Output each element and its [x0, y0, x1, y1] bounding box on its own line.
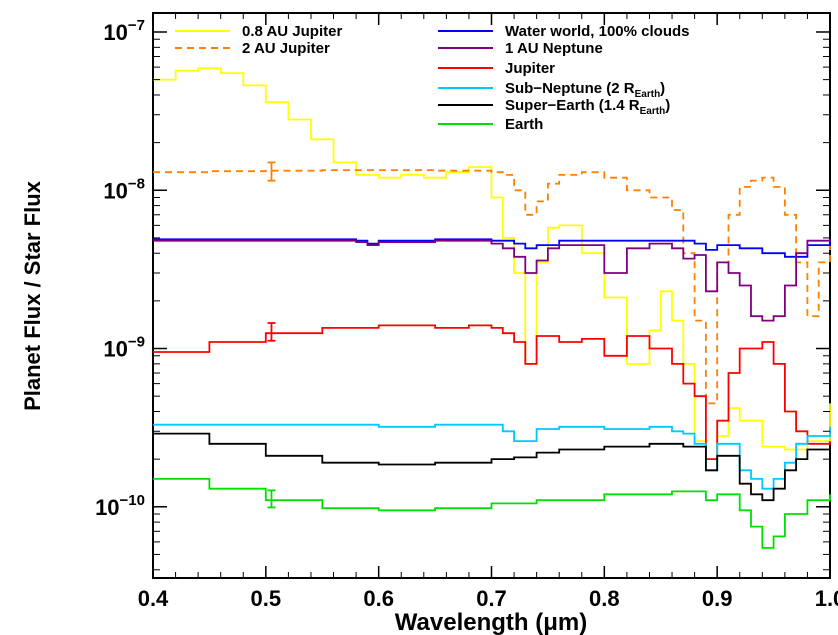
y-tick-label: 10−9 [103, 334, 145, 362]
x-tick-label: 0.5 [251, 586, 282, 611]
legend-entry: 1 AU Neptune [438, 40, 603, 57]
series-layer [153, 67, 831, 549]
legend-entry: 2 AU Jupiter [175, 40, 330, 57]
series-line-7 [153, 478, 831, 549]
y-tick-label: 10−10 [95, 492, 145, 520]
series-line-6 [153, 432, 831, 502]
errorbar-layer [267, 161, 276, 509]
legend-entry: Water world, 100% clouds [438, 23, 690, 40]
x-axis-label: Wavelength (μm) [395, 609, 587, 635]
legend-entry: 0.8 AU Jupiter [175, 23, 342, 40]
y-tick-label: 10−7 [103, 17, 145, 45]
legend-label: Super−Earth (1.4 REarth) [505, 97, 670, 117]
series-line-4 [153, 324, 831, 460]
legend-label: 2 AU Jupiter [242, 40, 330, 57]
legend-label: 1 AU Neptune [505, 40, 603, 57]
legend-entry: Sub−Neptune (2 REarth) [438, 80, 665, 100]
legend-label: Sub−Neptune (2 REarth) [505, 80, 665, 100]
series-line-1 [153, 169, 831, 405]
y-ticks: 10−7 10−8 10−9 10−10 [95, 17, 830, 571]
legend-entry: Earth [438, 116, 543, 133]
legend-label: 0.8 AU Jupiter [242, 23, 342, 40]
x-tick-label: 0.4 [138, 586, 169, 611]
series-line-3 [153, 239, 831, 322]
x-tick-label: 0.8 [589, 586, 620, 611]
legend-entry: Super−Earth (1.4 REarth) [438, 97, 670, 117]
x-tick-label: 0.7 [476, 586, 507, 611]
x-tick-label: 0.9 [702, 586, 733, 611]
error-bar-2 [267, 489, 276, 509]
x-ticks: 0.4 0.5 0.6 0.7 0.8 0.9 1.0 [138, 13, 838, 611]
legend-label: Earth [505, 116, 543, 133]
x-tick-label: 1.0 [815, 586, 838, 611]
plot-frame [152, 12, 831, 579]
y-tick-label: 10−8 [103, 175, 145, 203]
x-tick-label: 0.6 [363, 586, 394, 611]
legend-label: Water world, 100% clouds [505, 23, 690, 40]
error-bar-1 [267, 322, 276, 342]
legend-label: Jupiter [505, 60, 555, 77]
error-bar-0 [267, 161, 276, 182]
legend-entry: Jupiter [438, 60, 555, 77]
series-line-5 [153, 423, 831, 490]
y-axis-label: Planet Flux / Star Flux [20, 180, 45, 411]
